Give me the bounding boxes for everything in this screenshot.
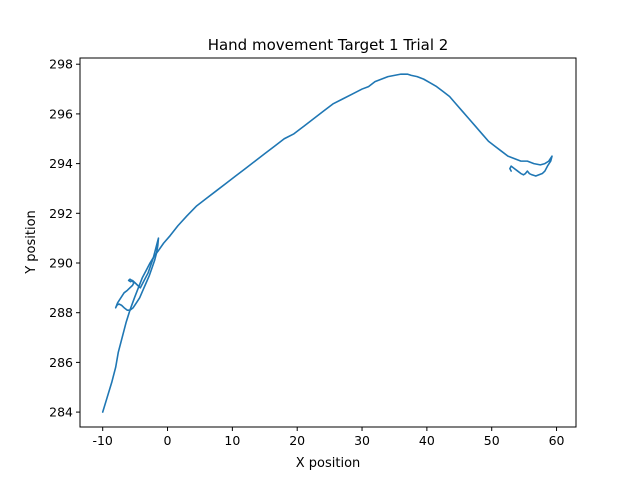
series-line-2 xyxy=(114,237,160,312)
x-tick-label: 60 xyxy=(549,433,565,448)
y-tick-label: 298 xyxy=(49,57,73,72)
x-tick-label: 30 xyxy=(354,433,370,448)
x-tick-label: 0 xyxy=(164,433,172,448)
y-tick-label: 288 xyxy=(49,305,73,320)
series-line-1 xyxy=(101,73,553,413)
y-tick-label: 290 xyxy=(49,256,73,271)
y-tick-label: 286 xyxy=(49,355,73,370)
x-tick-label: -10 xyxy=(92,433,112,448)
x-tick-label: 20 xyxy=(289,433,305,448)
y-tick-label: 296 xyxy=(49,106,73,121)
y-axis-label: Y position xyxy=(24,210,39,275)
y-tick-label: 284 xyxy=(49,405,73,420)
x-tick-label: 50 xyxy=(484,433,500,448)
axes-frame xyxy=(79,57,577,428)
x-axis-label: X position xyxy=(296,456,361,471)
chart-title: Hand movement Target 1 Trial 2 xyxy=(208,36,449,54)
plot-area: -10 0 10 20 30 40 50 60 284 286 288 290 292 294 296 298 xyxy=(49,57,577,448)
y-tick-label: 294 xyxy=(49,156,73,171)
x-tick-label: 40 xyxy=(419,433,435,448)
x-tick-label: 10 xyxy=(224,433,240,448)
y-tick-label: 292 xyxy=(49,206,73,221)
